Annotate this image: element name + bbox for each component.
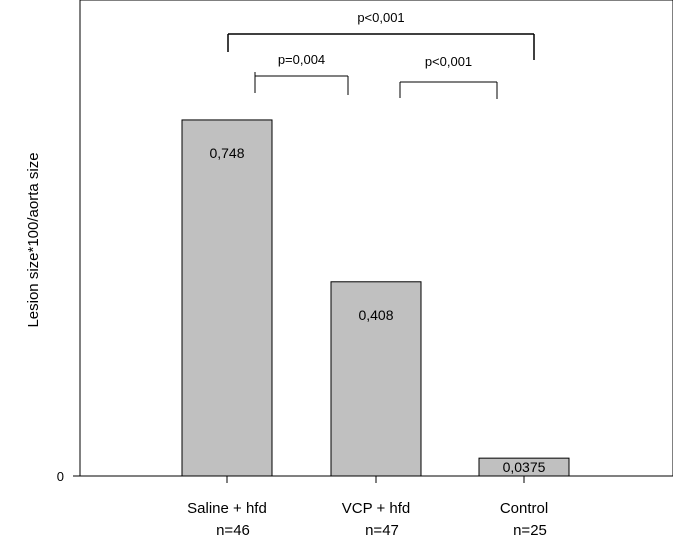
bracket-1 [254, 72, 349, 95]
data-label-2: 0,408 [358, 307, 393, 323]
x-tick-label-2: VCP + hfd [342, 500, 411, 517]
y-axis-label: Lesion size*100/aorta size [25, 152, 42, 327]
x-tick-label-3: Control [500, 500, 548, 517]
y-tick-label-0: 0 [57, 469, 64, 484]
p-value-label-2: p<0,001 [425, 54, 472, 69]
x-axis-labels: Saline + hfd n=46 VCP + hfd n=47 Control n=25 [187, 476, 548, 539]
sample-size-label-2: n=47 [365, 522, 399, 539]
bars-group: 0,748 0,408 0,0375 [181, 119, 570, 477]
data-label-3: 0,0375 [503, 459, 546, 475]
bracket-3 [227, 33, 535, 60]
significance-brackets: p=0,004 p<0,001 p<0,001 [227, 10, 535, 99]
bar-1 [181, 119, 273, 477]
sample-size-label-1: n=46 [216, 522, 250, 539]
p-value-label-1: p=0,004 [278, 52, 325, 67]
bar-2 [330, 281, 422, 477]
bracket-2 [399, 81, 498, 99]
data-label-1: 0,748 [209, 145, 244, 161]
p-value-label-3: p<0,001 [357, 10, 404, 25]
x-tick-label-1: Saline + hfd [187, 500, 267, 517]
sample-size-label-3: n=25 [513, 522, 547, 539]
